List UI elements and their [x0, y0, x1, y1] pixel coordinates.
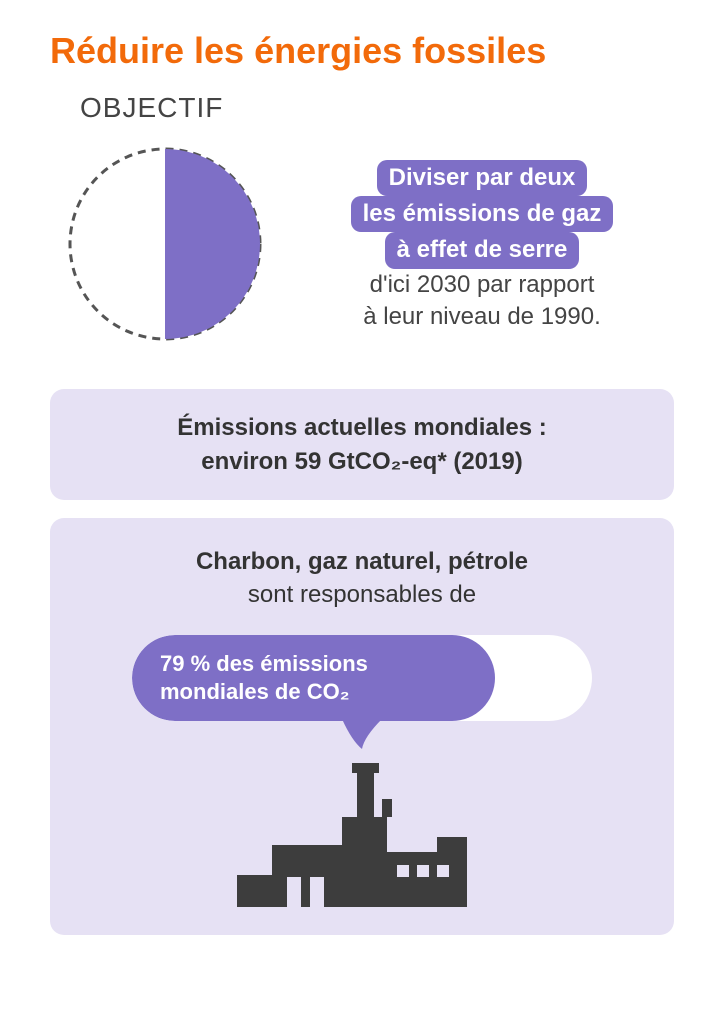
percent-bar-text: 79 % des émissions mondiales de CO₂ — [160, 650, 368, 705]
fossil-intro-bold: Charbon, gaz naturel, pétrole — [196, 548, 528, 575]
percent-bar-track: 79 % des émissions mondiales de CO₂ — [132, 635, 592, 721]
emissions-panel: Émissions actuelles mondiales : environ … — [50, 389, 674, 500]
objectif-row: Diviser par deuxles émissions de gazà ef… — [50, 139, 674, 354]
speech-tail-icon — [332, 719, 392, 753]
percent-bar-fill: 79 % des émissions mondiales de CO₂ — [132, 635, 495, 721]
emissions-line2: environ 59 GtCO₂-eq* (2019) — [80, 445, 644, 479]
emissions-line1: Émissions actuelles mondiales : — [80, 411, 644, 445]
objectif-text-block: Diviser par deuxles émissions de gazà ef… — [300, 160, 664, 334]
fossil-panel: Charbon, gaz naturel, pétrole sont respo… — [50, 518, 674, 935]
fossil-intro-plain: sont responsables de — [248, 581, 476, 608]
half-pie-chart — [60, 139, 270, 354]
objectif-plain-line: à leur niveau de 1990. — [363, 303, 601, 330]
objectif-highlight-line: à effet de serre — [385, 232, 580, 268]
section-subtitle: OBJECTIF — [80, 92, 674, 124]
fossil-intro: Charbon, gaz naturel, pétrole sont respo… — [80, 546, 644, 611]
objectif-plain-line: d'ici 2030 par rapport — [370, 271, 595, 298]
percent-bar: 79 % des émissions mondiales de CO₂ — [132, 635, 592, 907]
page-title: Réduire les énergies fossiles — [50, 30, 674, 72]
factory-icon — [232, 757, 492, 907]
objectif-highlight-line: les émissions de gaz — [351, 196, 614, 232]
objectif-highlight-line: Diviser par deux — [377, 160, 588, 196]
